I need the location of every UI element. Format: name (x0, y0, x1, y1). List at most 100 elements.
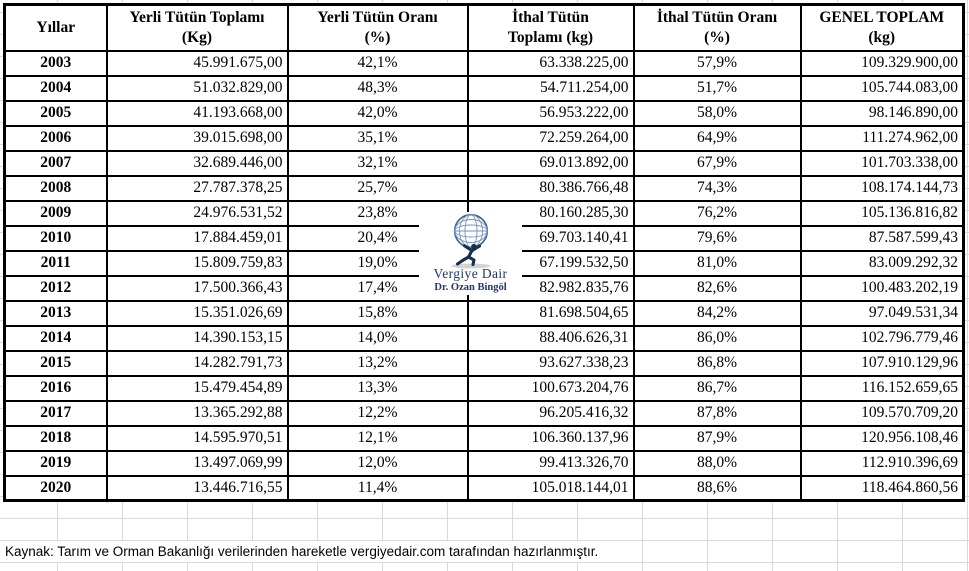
cell-ithal-tutun-toplami[interactable]: 100.673.204,76 (466, 374, 635, 402)
col-header-ithal-tutun-orani[interactable]: İthal Tütün Oranı (%) (632, 3, 802, 52)
cell-ithal-tutun-orani[interactable]: 67,9% (632, 149, 802, 177)
cell-yerli-tutun-orani[interactable]: 25,7% (286, 174, 469, 202)
cell-year[interactable]: 2004 (3, 74, 108, 102)
col-header-yillar[interactable]: Yıllar (3, 3, 108, 52)
cell-year[interactable]: 2014 (3, 324, 108, 352)
cell-ithal-tutun-toplami[interactable]: 80.386.766,48 (466, 174, 635, 202)
cell-yerli-tutun-orani[interactable]: 42,1% (286, 49, 469, 77)
cell-yerli-tutun-toplami[interactable]: 13.497.069,99 (105, 449, 289, 477)
cell-genel-toplam[interactable]: 109.329.900,00 (799, 49, 965, 77)
cell-ithal-tutun-toplami[interactable]: 96.205.416,32 (466, 399, 635, 427)
cell-ithal-tutun-orani[interactable]: 88,6% (632, 474, 802, 502)
cell-year[interactable]: 2012 (3, 274, 108, 302)
cell-yerli-tutun-toplami[interactable]: 32.689.446,00 (105, 149, 289, 177)
cell-ithal-tutun-toplami[interactable]: 93.627.338,23 (466, 349, 635, 377)
cell-genel-toplam[interactable]: 100.483.202,19 (799, 274, 965, 302)
cell-year[interactable]: 2005 (3, 99, 108, 127)
col-header-yerli-tutun-toplami[interactable]: Yerli Tütün Toplamı (Kg) (105, 3, 289, 52)
cell-ithal-tutun-orani[interactable]: 58,0% (632, 99, 802, 127)
cell-ithal-tutun-orani[interactable]: 88,0% (632, 449, 802, 477)
cell-ithal-tutun-toplami[interactable]: 56.953.222,00 (466, 99, 635, 127)
cell-yerli-tutun-orani[interactable]: 12,0% (286, 449, 469, 477)
cell-yerli-tutun-orani[interactable]: 13,2% (286, 349, 469, 377)
cell-yerli-tutun-toplami[interactable]: 17.884.459,01 (105, 224, 289, 252)
cell-year[interactable]: 2019 (3, 449, 108, 477)
cell-year[interactable]: 2015 (3, 349, 108, 377)
cell-ithal-tutun-toplami[interactable]: 88.406.626,31 (466, 324, 635, 352)
cell-genel-toplam[interactable]: 108.174.144,73 (799, 174, 965, 202)
cell-yerli-tutun-orani[interactable]: 14,0% (286, 324, 469, 352)
cell-ithal-tutun-orani[interactable]: 57,9% (632, 49, 802, 77)
cell-year[interactable]: 2017 (3, 399, 108, 427)
cell-yerli-tutun-toplami[interactable]: 14.390.153,15 (105, 324, 289, 352)
cell-genel-toplam[interactable]: 97.049.531,34 (799, 299, 965, 327)
cell-ithal-tutun-orani[interactable]: 86,7% (632, 374, 802, 402)
cell-ithal-tutun-orani[interactable]: 79,6% (632, 224, 802, 252)
cell-yerli-tutun-toplami[interactable]: 15.479.454,89 (105, 374, 289, 402)
cell-yerli-tutun-toplami[interactable]: 13.446.716,55 (105, 474, 289, 502)
cell-year[interactable]: 2010 (3, 224, 108, 252)
cell-ithal-tutun-toplami[interactable]: 81.698.504,65 (466, 299, 635, 327)
cell-yerli-tutun-toplami[interactable]: 39.015.698,00 (105, 124, 289, 152)
cell-yerli-tutun-orani[interactable]: 48,3% (286, 74, 469, 102)
col-header-yerli-tutun-orani[interactable]: Yerli Tütün Oranı (%) (286, 3, 469, 52)
cell-ithal-tutun-orani[interactable]: 76,2% (632, 199, 802, 227)
cell-ithal-tutun-orani[interactable]: 87,9% (632, 424, 802, 452)
col-header-genel-toplam[interactable]: GENEL TOPLAM (kg) (799, 3, 965, 52)
cell-yerli-tutun-orani[interactable]: 13,3% (286, 374, 469, 402)
cell-genel-toplam[interactable]: 98.146.890,00 (799, 99, 965, 127)
cell-ithal-tutun-toplami[interactable]: 72.259.264,00 (466, 124, 635, 152)
cell-yerli-tutun-toplami[interactable]: 41.193.668,00 (105, 99, 289, 127)
cell-yerli-tutun-orani[interactable]: 35,1% (286, 124, 469, 152)
cell-year[interactable]: 2011 (3, 249, 108, 277)
cell-yerli-tutun-toplami[interactable]: 15.809.759,83 (105, 249, 289, 277)
cell-genel-toplam[interactable]: 102.796.779,46 (799, 324, 965, 352)
cell-ithal-tutun-orani[interactable]: 82,6% (632, 274, 802, 302)
cell-yerli-tutun-toplami[interactable]: 14.595.970,51 (105, 424, 289, 452)
cell-genel-toplam[interactable]: 111.274.962,00 (799, 124, 965, 152)
cell-yerli-tutun-toplami[interactable]: 27.787.378,25 (105, 174, 289, 202)
cell-year[interactable]: 2020 (3, 474, 108, 502)
cell-yerli-tutun-orani[interactable]: 32,1% (286, 149, 469, 177)
cell-ithal-tutun-toplami[interactable]: 105.018.144,01 (466, 474, 635, 502)
cell-ithal-tutun-toplami[interactable]: 99.413.326,70 (466, 449, 635, 477)
cell-year[interactable]: 2003 (3, 49, 108, 77)
cell-year[interactable]: 2016 (3, 374, 108, 402)
cell-yerli-tutun-orani[interactable]: 15,8% (286, 299, 469, 327)
cell-ithal-tutun-orani[interactable]: 64,9% (632, 124, 802, 152)
cell-genel-toplam[interactable]: 116.152.659,65 (799, 374, 965, 402)
cell-genel-toplam[interactable]: 83.009.292,32 (799, 249, 965, 277)
cell-yerli-tutun-toplami[interactable]: 17.500.366,43 (105, 274, 289, 302)
cell-ithal-tutun-orani[interactable]: 84,2% (632, 299, 802, 327)
cell-ithal-tutun-orani[interactable]: 87,8% (632, 399, 802, 427)
cell-year[interactable]: 2006 (3, 124, 108, 152)
cell-ithal-tutun-toplami[interactable]: 54.711.254,00 (466, 74, 635, 102)
cell-genel-toplam[interactable]: 105.136.816,82 (799, 199, 965, 227)
cell-genel-toplam[interactable]: 120.956.108,46 (799, 424, 965, 452)
cell-genel-toplam[interactable]: 105.744.083,00 (799, 74, 965, 102)
cell-genel-toplam[interactable]: 109.570.709,20 (799, 399, 965, 427)
cell-year[interactable]: 2008 (3, 174, 108, 202)
col-header-ithal-tutun-toplami[interactable]: İthal Tütün Toplamı (kg) (466, 3, 635, 52)
cell-ithal-tutun-orani[interactable]: 51,7% (632, 74, 802, 102)
cell-ithal-tutun-toplami[interactable]: 106.360.137,96 (466, 424, 635, 452)
cell-yerli-tutun-toplami[interactable]: 13.365.292,88 (105, 399, 289, 427)
cell-year[interactable]: 2009 (3, 199, 108, 227)
cell-ithal-tutun-orani[interactable]: 86,8% (632, 349, 802, 377)
cell-yerli-tutun-toplami[interactable]: 24.976.531,52 (105, 199, 289, 227)
cell-genel-toplam[interactable]: 101.703.338,00 (799, 149, 965, 177)
cell-ithal-tutun-orani[interactable]: 81,0% (632, 249, 802, 277)
cell-genel-toplam[interactable]: 87.587.599,43 (799, 224, 965, 252)
cell-genel-toplam[interactable]: 107.910.129,96 (799, 349, 965, 377)
cell-genel-toplam[interactable]: 118.464.860,56 (799, 474, 965, 502)
cell-ithal-tutun-toplami[interactable]: 63.338.225,00 (466, 49, 635, 77)
cell-yerli-tutun-orani[interactable]: 42,0% (286, 99, 469, 127)
cell-ithal-tutun-orani[interactable]: 74,3% (632, 174, 802, 202)
cell-year[interactable]: 2018 (3, 424, 108, 452)
cell-ithal-tutun-orani[interactable]: 86,0% (632, 324, 802, 352)
cell-yerli-tutun-orani[interactable]: 12,1% (286, 424, 469, 452)
cell-year[interactable]: 2007 (3, 149, 108, 177)
cell-yerli-tutun-orani[interactable]: 11,4% (286, 474, 469, 502)
cell-year[interactable]: 2013 (3, 299, 108, 327)
cell-ithal-tutun-toplami[interactable]: 69.013.892,00 (466, 149, 635, 177)
